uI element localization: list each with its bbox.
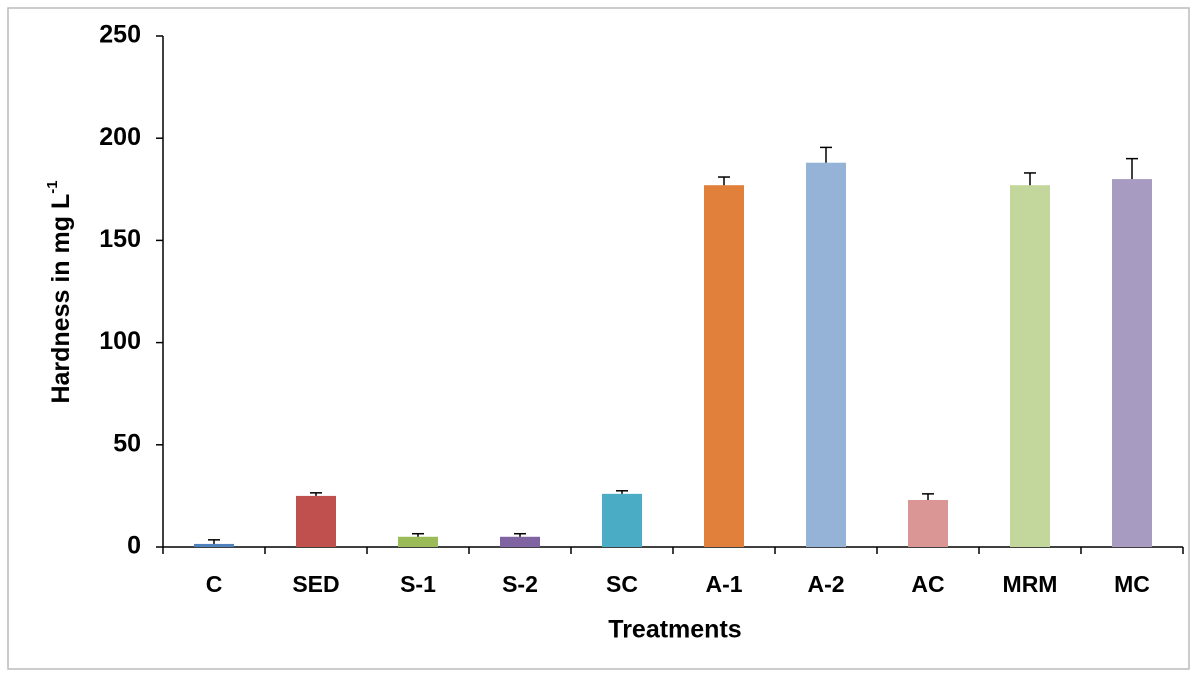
x-axis-title: Treatments bbox=[608, 616, 741, 644]
y-tick-label: 100 bbox=[99, 327, 141, 355]
y-tick-label: 50 bbox=[113, 429, 141, 457]
x-tick-label: SED bbox=[292, 571, 339, 597]
x-tick-label: SC bbox=[606, 571, 638, 597]
x-tick-label: MC bbox=[1114, 571, 1150, 597]
x-tick-label: S-2 bbox=[502, 571, 538, 597]
x-tick-label: AC bbox=[911, 571, 944, 597]
bar bbox=[806, 162, 846, 547]
y-axis-title-superscript: -1 bbox=[44, 180, 61, 193]
bar bbox=[1112, 179, 1152, 547]
x-tick-label: C bbox=[206, 571, 223, 597]
y-tick-label: 150 bbox=[99, 225, 141, 253]
y-tick-label: 250 bbox=[99, 21, 141, 49]
bar bbox=[194, 543, 234, 547]
y-tick-label: 0 bbox=[127, 532, 141, 560]
bar bbox=[398, 536, 438, 547]
bar bbox=[500, 536, 540, 547]
bar bbox=[296, 495, 336, 547]
bar bbox=[602, 493, 642, 547]
y-axis-title-text: Hardness in mg L bbox=[47, 194, 75, 404]
x-tick-label: MRM bbox=[1003, 571, 1058, 597]
x-tick-label: A-2 bbox=[807, 571, 844, 597]
bar bbox=[908, 499, 948, 547]
bar bbox=[704, 185, 744, 547]
y-tick-label: 200 bbox=[99, 123, 141, 151]
bar bbox=[1010, 185, 1050, 547]
x-tick-label: S-1 bbox=[400, 571, 436, 597]
x-tick-label: A-1 bbox=[705, 571, 742, 597]
y-axis-title: Hardness in mg L-1 bbox=[44, 180, 75, 403]
chart-frame bbox=[7, 7, 1190, 670]
